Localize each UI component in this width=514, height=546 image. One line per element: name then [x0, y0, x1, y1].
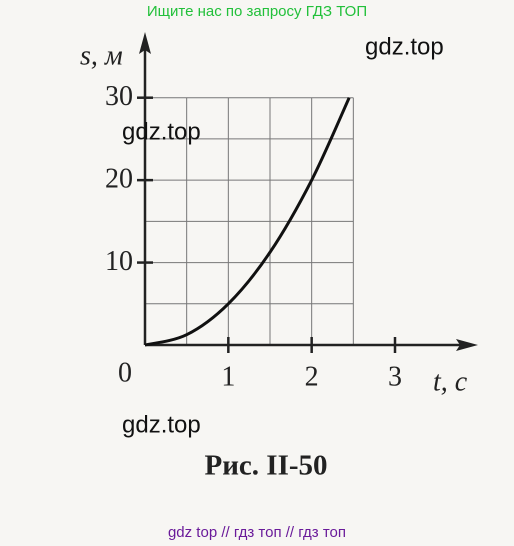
y-axis-label: s, м: [80, 40, 123, 71]
x-tick-label: 1: [221, 361, 235, 392]
search-hint: Ищите нас по запросу ГДЗ ТОП: [147, 3, 367, 20]
plot: 0 1 2 3 10 20 30: [105, 32, 478, 392]
y-tick-label: 30: [105, 81, 133, 112]
y-tick-label: 20: [105, 164, 133, 195]
watermark: gdz.top: [365, 33, 444, 60]
y-tick-label: 10: [105, 246, 133, 277]
origin-label: 0: [118, 357, 132, 388]
y-axis-arrow: [139, 32, 151, 54]
figure-caption: Рис. II-50: [204, 450, 327, 482]
x-axis-label: t, с: [433, 366, 468, 397]
x-tick-label: 2: [305, 361, 319, 392]
curve: [144, 97, 351, 347]
footer-links[interactable]: gdz top // гдз топ // гдз топ: [168, 524, 346, 541]
x-axis-arrow: [456, 339, 478, 351]
watermark: gdz.top: [122, 411, 201, 438]
x-tick-label: 3: [388, 361, 402, 392]
watermark: gdz.top: [122, 118, 201, 145]
